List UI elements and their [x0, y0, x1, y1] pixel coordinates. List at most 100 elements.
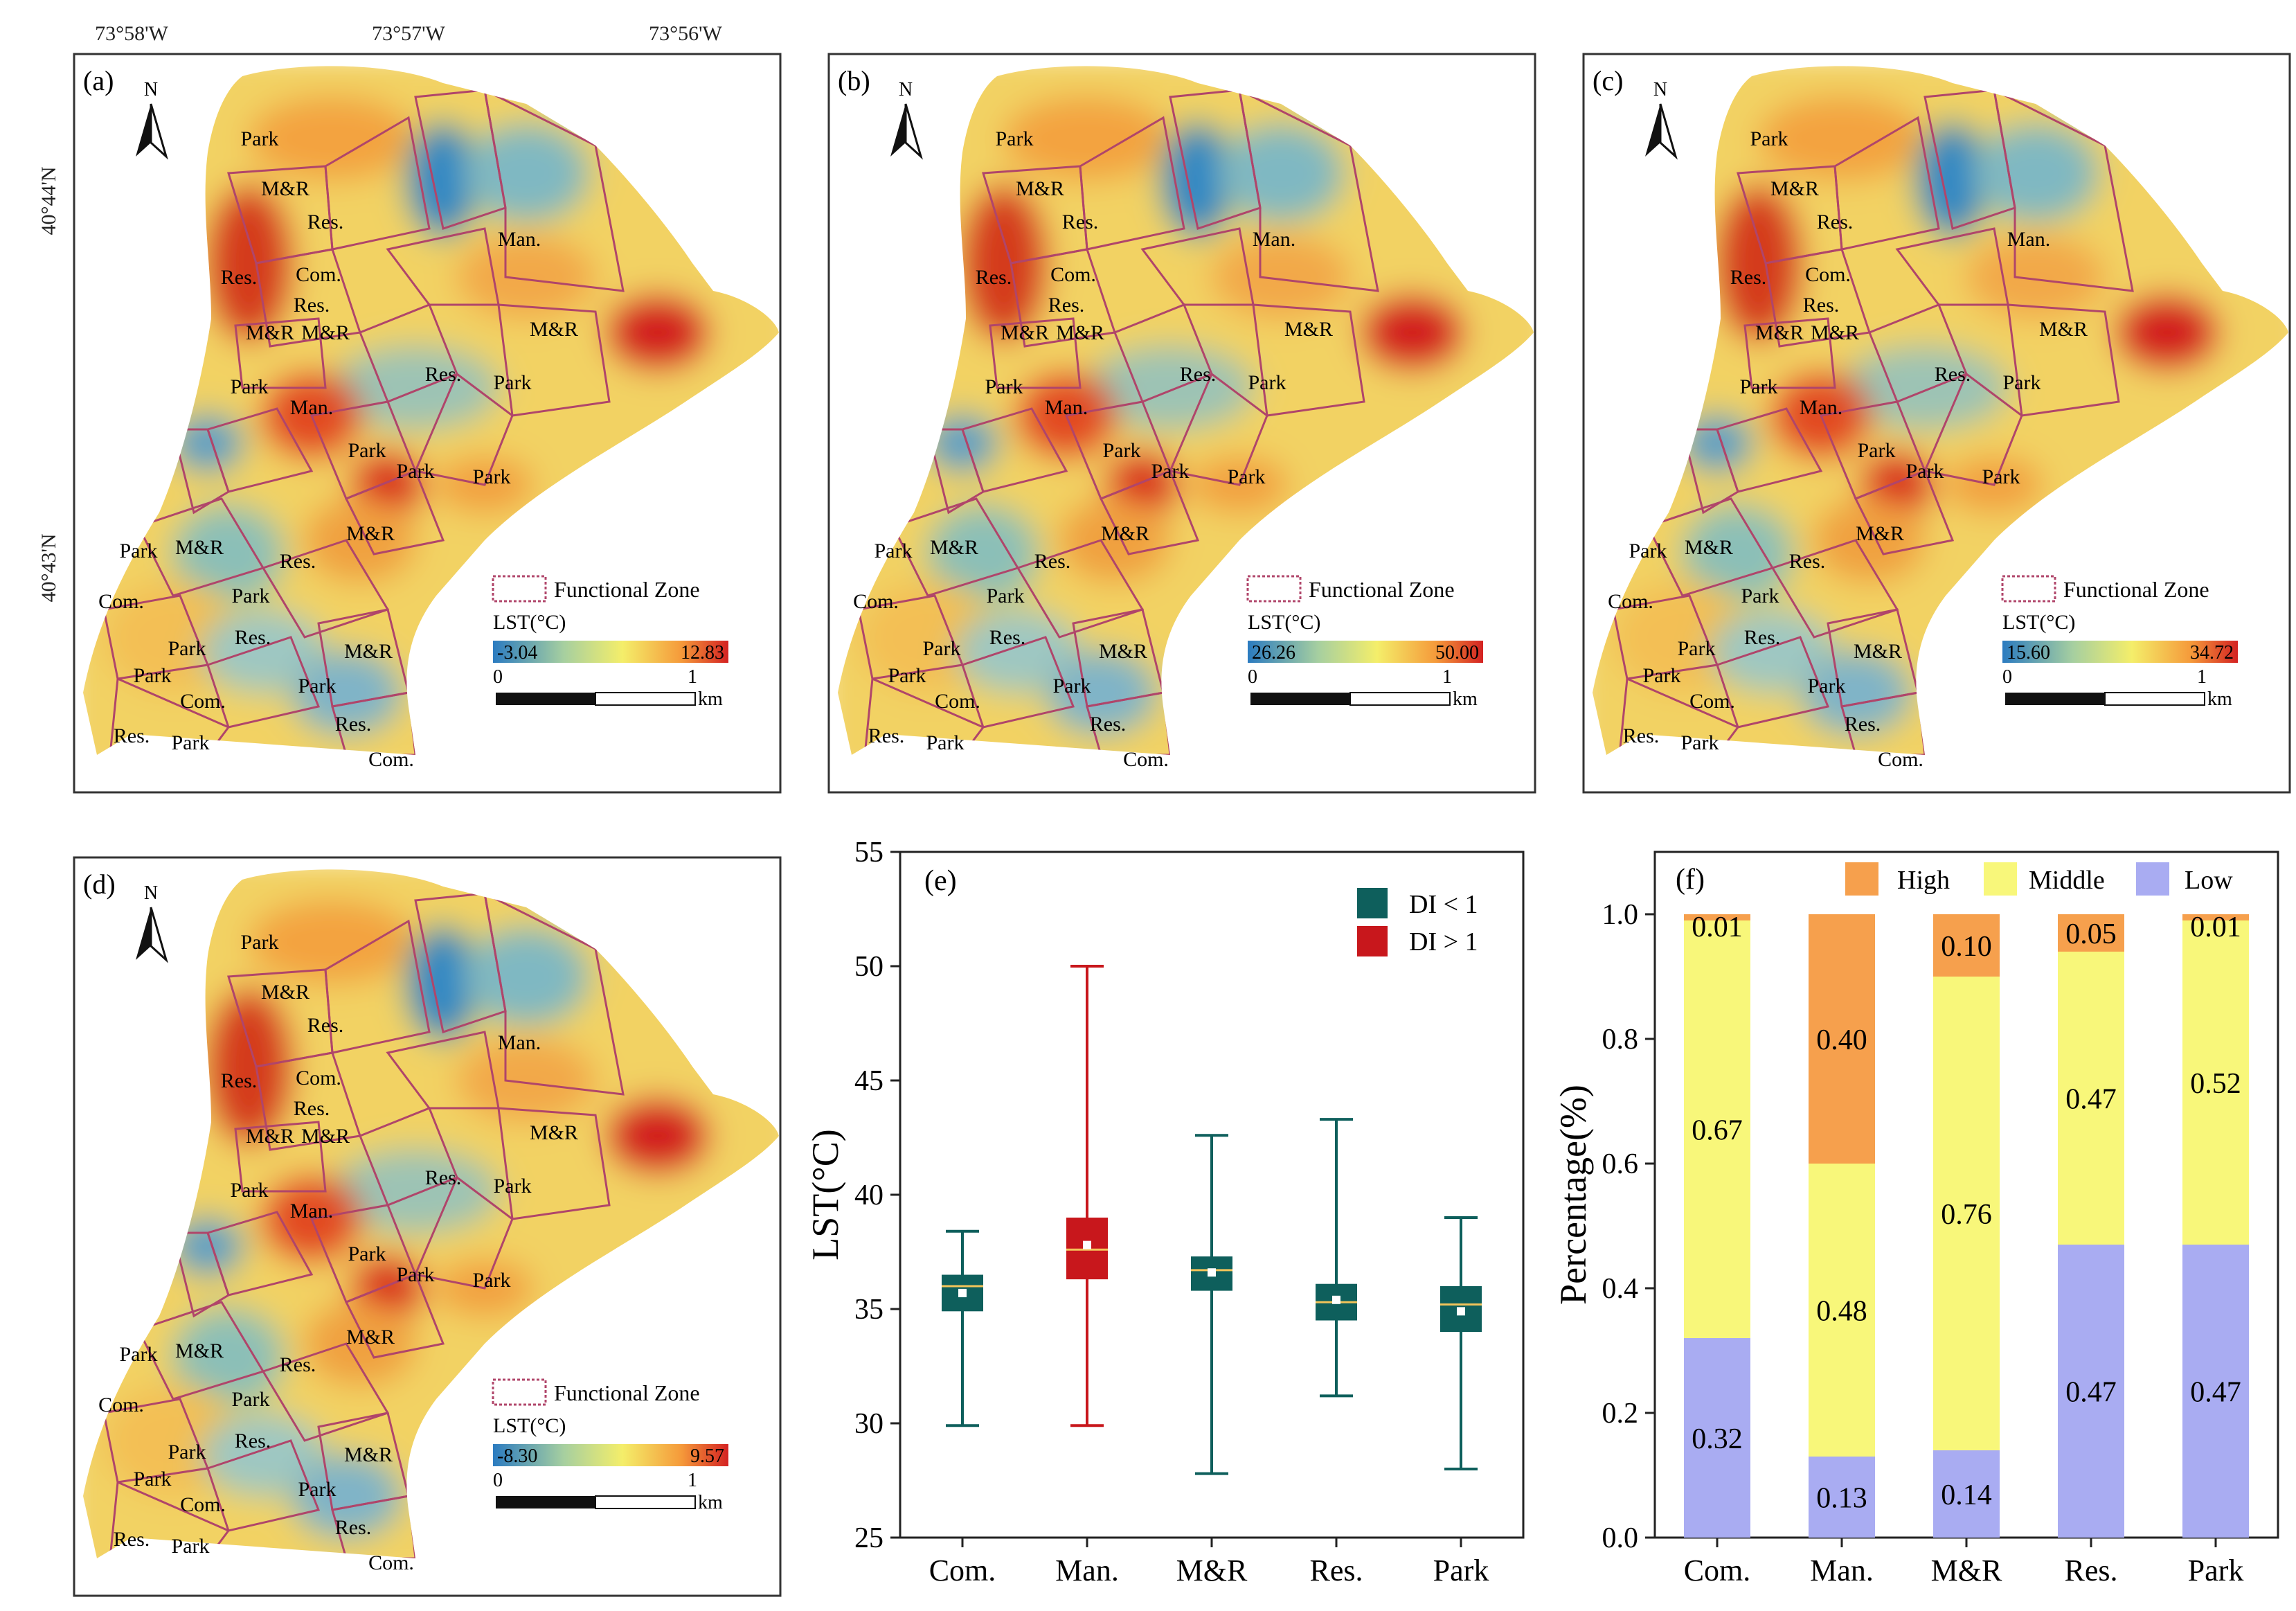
bar-value-label: 0.40: [1816, 1024, 1867, 1056]
map-legend: Functional Zone LST(°C) -8.30 9.57 0 1km: [492, 1378, 728, 1513]
zone-label: Park: [1228, 465, 1266, 488]
zone-label: Res.: [280, 550, 316, 573]
scale-bar-light: [595, 692, 696, 706]
zone-label: Man.: [2007, 228, 2051, 251]
zone-label: M&R: [1856, 522, 1904, 545]
bar-segment-high: [2058, 914, 2124, 952]
panel-letter: (e): [924, 865, 957, 897]
bar-value-label: 0.47: [2190, 1377, 2241, 1409]
zone-label: Com.: [296, 263, 341, 286]
zone-label: Res.: [425, 1166, 462, 1189]
zone-label: Park: [888, 664, 926, 687]
zone-label: Park: [987, 585, 1025, 607]
y-tick-label: 25: [854, 1522, 884, 1554]
zone-label: Man.: [290, 1200, 334, 1222]
legend-label: Middle: [2029, 866, 2105, 895]
zone-label: Park: [232, 1388, 270, 1411]
zone-label: Park: [172, 1535, 210, 1558]
bar-segment-high: [1684, 914, 1750, 920]
zone-label: Park: [985, 375, 1023, 398]
bar-segment-high: [1809, 914, 1875, 1164]
stacked-bar-panel-f: (f) Percentage(%) 0.0 0.2 0.4 0.6 0.8 1.0 Com…: [1552, 851, 2279, 1587]
zone-label: Res.: [335, 713, 372, 736]
bar-value-label: 0.52: [2190, 1068, 2241, 1100]
x-tick-label: M&R: [1176, 1554, 1248, 1587]
stacked-bar: 0.32 0.67 0.01: [1684, 911, 1750, 1538]
zone-label: Park: [1103, 439, 1141, 462]
box-5: [1440, 1216, 1482, 1470]
zone-label: Res.: [1180, 363, 1217, 386]
zone-label: Man.: [498, 228, 541, 251]
zone-label: Man.: [498, 1031, 541, 1054]
mean-marker: [1457, 1307, 1465, 1316]
lst-min-label: -3.04: [497, 642, 537, 664]
bar-segment-low: [2058, 1245, 2124, 1538]
y-axis-label: LST(°C): [805, 1129, 846, 1261]
y-tick-label: 45: [854, 1065, 884, 1097]
zone-label: Park: [231, 1179, 269, 1202]
mean-marker: [1083, 1240, 1091, 1249]
zone-label: Com.: [1805, 263, 1851, 286]
mean-marker: [1332, 1295, 1340, 1304]
zone-label: Park: [473, 1269, 511, 1292]
legend-swatch-high: [1845, 862, 1878, 896]
legend-label: Functional Zone: [1309, 577, 1455, 602]
bar-segment-middle: [2058, 952, 2124, 1245]
zone-label: Park: [2003, 371, 2041, 394]
mean-marker: [958, 1288, 967, 1297]
zone-label: Park: [494, 371, 532, 394]
zone-label: Park: [1678, 637, 1716, 660]
y-tick-label: 35: [854, 1294, 884, 1326]
zone-label: M&R: [1811, 321, 1859, 344]
x-tick-label: Com.: [929, 1554, 996, 1587]
zone-label: M&R: [344, 1443, 393, 1466]
map-legend: Functional Zone LST(°C) 26.26 50.00 0 1km: [1246, 575, 1483, 710]
scale-bar-dark: [2005, 693, 2105, 705]
zone-label: Res.: [1789, 550, 1826, 573]
zone-label: M&R: [530, 318, 578, 341]
zone-label: Res.: [1935, 363, 1971, 386]
bar-value-label: 0.67: [1692, 1115, 1743, 1147]
bar-value-label: 0.47: [2065, 1084, 2117, 1116]
zone-label: Park: [1741, 585, 1779, 607]
legend-title: LST(°C): [1248, 611, 1320, 634]
scale-label: 1: [688, 666, 697, 688]
lat-label: 40°44'N: [37, 166, 60, 235]
color-ramp: [1248, 641, 1483, 663]
coordinate-labels: 73°58'W 73°57'W 73°56'W 40°44'N 40°43'N: [37, 22, 723, 603]
boxplot-panel-e: (e) LST(°C) 25 30 35 40 45 50 55 Com. Man. M&R Re…: [805, 837, 1525, 1587]
zone-label: M&R: [1101, 522, 1149, 545]
panel-letter: (b): [838, 65, 870, 96]
scale-bar-dark: [496, 1496, 595, 1508]
zone-label: Park: [926, 731, 965, 754]
scale-unit: km: [698, 1492, 723, 1513]
scale-label: 0: [493, 1470, 503, 1491]
lon-label: 73°57'W: [372, 22, 445, 45]
bar-value-label: 0.14: [1941, 1479, 1992, 1511]
zone-label: M&R: [175, 536, 224, 559]
legend-title: LST(°C): [2002, 611, 2075, 634]
bar-segment-high: [2182, 914, 2249, 920]
x-tick-label: Res.: [2065, 1554, 2118, 1587]
panel-letter: (f): [1676, 864, 1705, 896]
zone-label: Park: [1681, 731, 1719, 754]
bar-segment-low: [1684, 1338, 1750, 1538]
zone-label: Res.: [1730, 266, 1767, 289]
legend-swatch-middle: [1984, 862, 2017, 896]
scale-bar-light: [2104, 692, 2205, 706]
zone-label: Com.: [98, 1394, 144, 1416]
zone-label: Park: [120, 540, 158, 562]
north-arrow-icon: N: [1645, 79, 1678, 160]
zone-label: Park: [1906, 460, 1944, 483]
legend-swatch-di-above-1: [1357, 926, 1388, 956]
zone-label: Man.: [1800, 396, 1843, 419]
lst-min-label: 26.26: [1252, 642, 1295, 664]
y-tick-label: 0.0: [1602, 1522, 1639, 1554]
x-tick-label: Man.: [1810, 1554, 1874, 1587]
zone-label: M&R: [1016, 177, 1064, 200]
bar-segment-middle: [1684, 920, 1750, 1338]
